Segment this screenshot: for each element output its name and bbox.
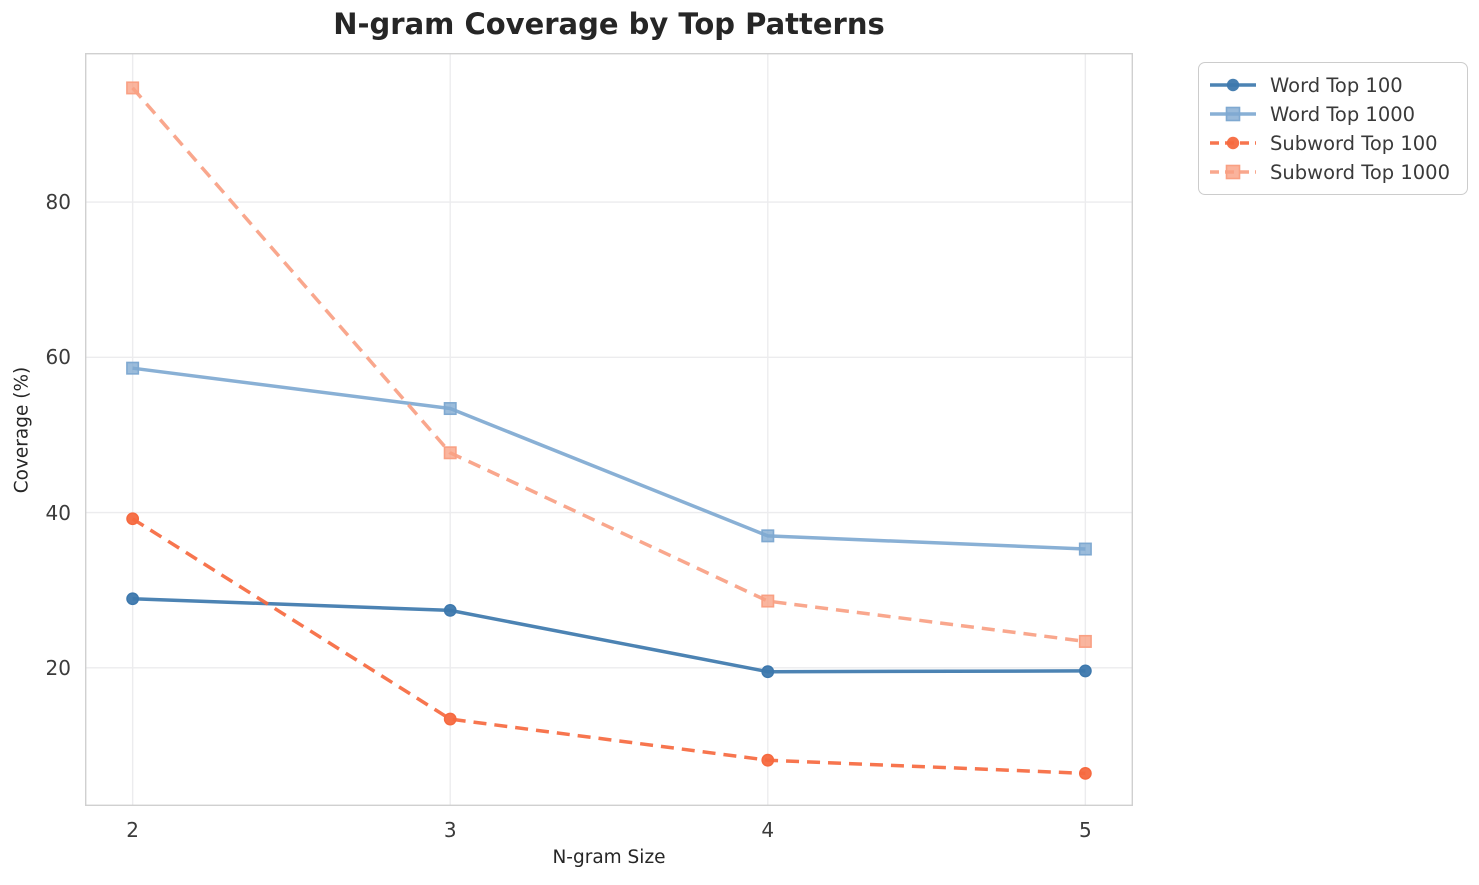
plot-border bbox=[85, 53, 1133, 806]
marker-subword-top-100 bbox=[126, 512, 140, 526]
marker-word-top-100 bbox=[126, 592, 140, 606]
marker-word-top-1000 bbox=[443, 402, 457, 416]
legend-sample-word-top-1000 bbox=[1210, 106, 1256, 122]
x-axis-label: N-gram Size bbox=[552, 847, 666, 868]
marker-word-top-1000 bbox=[761, 529, 775, 543]
series-line-word-top-100 bbox=[132, 596, 1086, 674]
x-tick-label: 5 bbox=[1078, 818, 1092, 842]
marker-word-top-1000 bbox=[1078, 542, 1092, 556]
legend-sample-subword-top-1000 bbox=[1210, 164, 1256, 180]
marker-subword-top-100 bbox=[1078, 766, 1092, 780]
x-tick-label: 3 bbox=[443, 818, 457, 842]
x-tick-label: 2 bbox=[126, 818, 139, 842]
y-tick-label: 60 bbox=[45, 345, 71, 370]
y-tick-label: 40 bbox=[45, 500, 71, 525]
circle-marker-icon bbox=[1226, 136, 1240, 150]
y-tick-label: 20 bbox=[45, 655, 71, 680]
marker-word-top-100 bbox=[443, 603, 457, 617]
legend-item-subword-top-1000: Subword Top 1000 bbox=[1209, 159, 1455, 185]
marker-word-top-100 bbox=[761, 665, 775, 679]
legend-item-label: Word Top 100 bbox=[1270, 73, 1403, 97]
legend-item-label: Subword Top 1000 bbox=[1270, 160, 1450, 184]
x-tick-label: 4 bbox=[761, 818, 775, 842]
plot-area bbox=[85, 53, 1133, 806]
legend-item-label: Subword Top 100 bbox=[1270, 131, 1438, 155]
legend-item-label: Word Top 1000 bbox=[1270, 102, 1416, 126]
y-axis-label: Coverage (%) bbox=[11, 366, 33, 494]
marker-word-top-100 bbox=[1078, 664, 1092, 678]
marker-subword-top-1000 bbox=[761, 594, 775, 608]
legend-sample-word-top-100 bbox=[1210, 78, 1256, 92]
legend-item-subword-top-100: Subword Top 100 bbox=[1209, 130, 1455, 156]
marker-subword-top-1000 bbox=[443, 446, 457, 460]
legend-item-word-top-1000: Word Top 1000 bbox=[1209, 101, 1455, 127]
legend-sample-subword-top-100 bbox=[1210, 136, 1256, 150]
series-line-subword-top-100 bbox=[131, 517, 1086, 776]
marker-subword-top-100 bbox=[761, 753, 775, 767]
marker-word-top-1000 bbox=[126, 361, 140, 375]
legend-item-word-top-100: Word Top 100 bbox=[1209, 72, 1455, 98]
series-line-word-top-1000 bbox=[132, 366, 1086, 551]
square-marker-icon bbox=[1225, 106, 1241, 122]
plot-canvas bbox=[85, 53, 1133, 806]
circle-marker-icon bbox=[1226, 78, 1240, 92]
square-marker-icon bbox=[1225, 164, 1241, 180]
marker-subword-top-100 bbox=[443, 712, 457, 726]
series-line-subword-top-1000 bbox=[131, 86, 1086, 644]
marker-subword-top-1000 bbox=[1078, 634, 1092, 648]
marker-subword-top-1000 bbox=[126, 81, 140, 95]
y-tick-label: 80 bbox=[45, 190, 71, 215]
chart-title: N-gram Coverage by Top Patterns bbox=[333, 7, 885, 41]
legend: Word Top 100 Word Top 1000 Subword Top 100… bbox=[1198, 62, 1468, 195]
